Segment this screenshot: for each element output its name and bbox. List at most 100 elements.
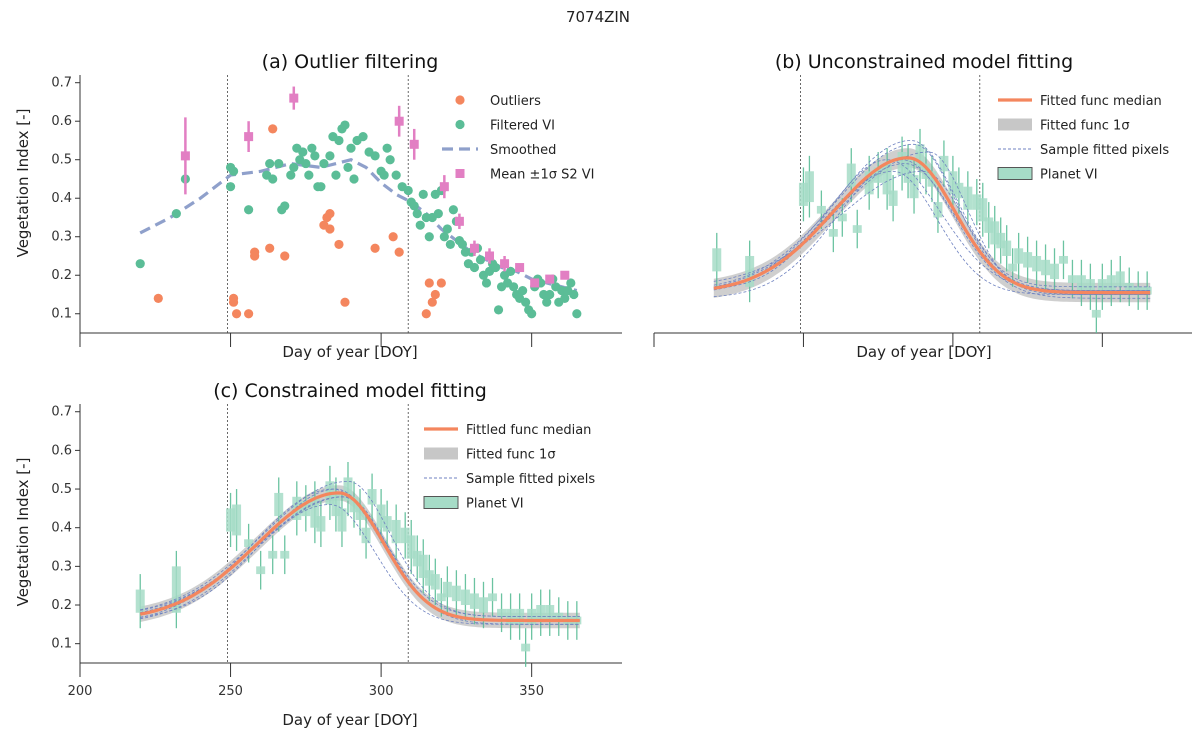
a-filtered-point (469, 262, 480, 273)
a-filtered-point (379, 170, 389, 180)
a-outlier-point (370, 243, 380, 253)
a-filtered-point (304, 170, 314, 180)
b-planet-box (1032, 255, 1042, 272)
b-planet-box (828, 229, 838, 237)
a-filtered-point (340, 120, 350, 130)
c-legend-label: Planet VI (466, 497, 524, 512)
b-planet-box (1050, 263, 1060, 280)
c-planet-box (343, 477, 353, 501)
c-x-tick-label: 300 (369, 684, 394, 699)
a-s2-mean-marker (394, 116, 404, 126)
a-outlier-point (340, 297, 350, 307)
a-filtered-point (343, 162, 353, 173)
panel-b-plot-area (653, 75, 1192, 347)
c-x-tick-label: 250 (218, 684, 243, 699)
a-filtered-point (298, 147, 308, 157)
b-planet-box (864, 171, 874, 195)
c-legend-label: Fitted func 1σ (466, 448, 556, 463)
a-legend-outlier-marker (455, 95, 465, 105)
c-planet-box (536, 605, 546, 621)
a-filtered-point (346, 143, 356, 153)
a-filtered-point (307, 143, 317, 153)
a-filtered-point (370, 151, 380, 161)
a-outlier-point (325, 224, 335, 234)
panel-b-title: (b) Unconstrained model fitting (775, 51, 1073, 73)
a-y-tick-label: 0.5 (51, 153, 72, 168)
a-filtered-point (481, 278, 492, 288)
b-planet-box (1008, 263, 1018, 272)
a-filtered-point (286, 170, 296, 180)
panel-b-unconstrained-fitting: (b) Unconstrained model fitting Day of y… (653, 51, 1192, 361)
b-planet-box (963, 186, 973, 210)
c-planet-box (226, 508, 236, 532)
a-filtered-point (521, 297, 531, 307)
a-s2-mean-marker (515, 263, 525, 273)
a-legend-label: Outliers (490, 94, 541, 109)
a-outlier-point (421, 309, 431, 319)
c-y-tick-label: 0.4 (51, 521, 72, 536)
c-planet-box (316, 516, 326, 532)
a-outlier-point (430, 289, 440, 300)
a-y-tick-label: 0.3 (51, 230, 72, 245)
c-planet-box (436, 593, 446, 602)
a-legend-filtered-marker (455, 119, 465, 130)
a-s2-mean-marker (560, 270, 570, 280)
a-filtered-point (171, 209, 181, 219)
c-planet-box (478, 597, 488, 613)
a-filtered-point (442, 224, 452, 234)
b-legend-label: Planet VI (1040, 168, 1098, 183)
a-filtered-point (280, 201, 290, 211)
a-filtered-point (265, 158, 275, 169)
panel-c-plot-area: 200 250 300 350 0.1 0.2 0.3 0.4 0.5 0.6 0.7 (51, 404, 622, 699)
a-outlier-point (244, 309, 254, 319)
c-y-tick-label: 0.2 (51, 598, 72, 613)
a-filtered-point (135, 259, 145, 269)
c-planet-box (331, 492, 341, 517)
b-planet-box (948, 171, 958, 195)
c-planet-box (274, 492, 284, 517)
b-sample-fitted-curve (713, 163, 1151, 291)
c-y-tick-label: 0.6 (51, 443, 72, 458)
figure-suptitle: 7074ZIN (566, 8, 630, 26)
a-filtered-point (569, 289, 579, 300)
b-fit-median-line (713, 156, 1151, 295)
a-filtered-point (228, 166, 239, 176)
a-y-tick-label: 0.1 (51, 307, 72, 322)
a-outlier-point (280, 251, 290, 261)
c-planet-box (361, 527, 371, 544)
a-filtered-point (545, 289, 555, 300)
panel-c-title: (c) Constrained model fitting (213, 380, 487, 402)
panel-c-legend: Fittled func median Fitted func 1σ Sample … (423, 423, 595, 512)
c-planet-box (406, 535, 416, 559)
c-planet-box (418, 554, 428, 578)
b-planet-box (903, 159, 913, 183)
c-planet-box (460, 589, 470, 606)
a-filtered-point (403, 185, 413, 196)
a-filtered-point (301, 158, 311, 169)
b-legend-label: Fitted func median (1040, 94, 1162, 109)
panel-a-title: (a) Outlier filtering (262, 51, 439, 73)
b-legend-sigma-swatch (998, 118, 1032, 131)
c-legend-label: Sample fitted pixels (466, 472, 595, 487)
c-y-tick-label: 0.5 (51, 482, 72, 497)
b-legend-label: Sample fitted pixels (1040, 143, 1169, 158)
panel-a-legend: Outliers Filtered VI Smoothed Mean ±1σ S2 V… (442, 94, 594, 183)
a-filtered-point (391, 170, 401, 180)
a-filtered-point (490, 262, 501, 273)
c-planet-box (171, 566, 181, 613)
a-filtered-point (415, 220, 425, 230)
c-x-tick-label: 350 (519, 684, 544, 699)
a-filtered-point (225, 182, 236, 192)
c-planet-box (400, 527, 410, 544)
c-planet-box (527, 608, 537, 625)
a-filtered-point (566, 278, 576, 288)
a-filtered-point (334, 135, 344, 146)
c-planet-box (376, 504, 386, 528)
b-planet-box (1097, 279, 1107, 295)
a-s2-mean-marker (409, 139, 419, 149)
panel-a-xlabel: Day of year [DOY] (282, 343, 417, 361)
a-smoothed-line (139, 158, 578, 293)
c-fit-median-line (139, 491, 580, 623)
b-planet-box (873, 167, 883, 183)
